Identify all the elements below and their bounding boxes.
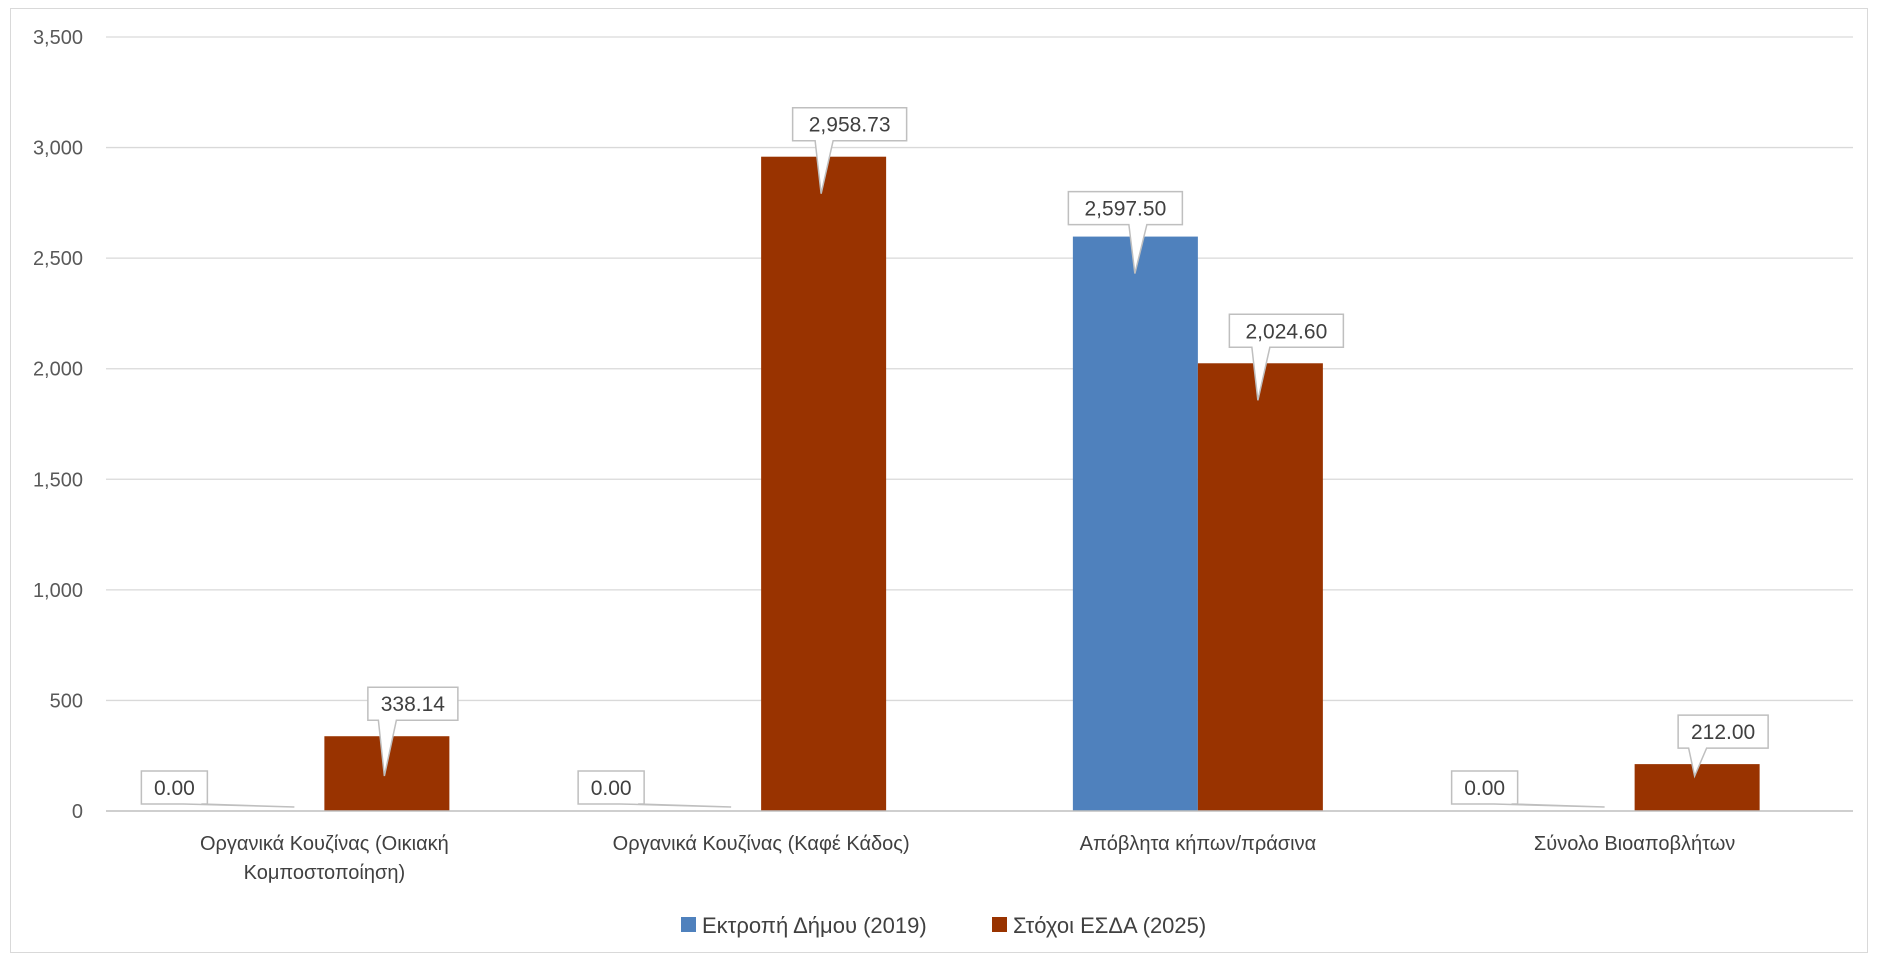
- y-tick-label: 2,500: [33, 248, 83, 270]
- data-label: 212.00: [1691, 721, 1755, 744]
- data-label: 338.14: [381, 693, 446, 716]
- x-tick-label: Απόβλητα κήπων/πράσινα: [1080, 833, 1317, 855]
- data-label-callout: [140, 770, 295, 808]
- data-label: 0.00: [591, 777, 632, 800]
- bar: [1072, 236, 1198, 811]
- data-label: 0.00: [154, 777, 195, 800]
- data-label-callout: [1677, 714, 1769, 779]
- x-tick-label: Οργανικά Κουζίνας (Καφέ Κάδος): [613, 833, 910, 855]
- data-label-callout: [1228, 313, 1345, 401]
- x-tick-label: Οργανικά Κουζίνας (Οικιακή: [200, 833, 449, 855]
- legend-label: Στόχοι ΕΣΔΑ (2025): [1013, 913, 1206, 938]
- legend-label: Εκτροπή Δήμου (2019): [702, 913, 927, 938]
- x-tick-label: Κομποστοποίηση): [244, 862, 406, 884]
- y-tick-label: 500: [50, 690, 83, 712]
- data-label-callout: [577, 770, 732, 808]
- data-label: 2,024.60: [1246, 320, 1328, 343]
- y-tick-label: 0: [72, 801, 83, 823]
- y-tick-label: 3,000: [33, 138, 83, 160]
- data-label-callout: [1067, 190, 1184, 274]
- chart-frame: [10, 8, 1868, 953]
- y-tick-label: 3,500: [33, 27, 83, 49]
- y-tick-label: 1,500: [33, 469, 83, 491]
- data-label-callout: [1450, 770, 1605, 808]
- bar: [761, 156, 887, 811]
- data-label: 2,597.50: [1085, 198, 1167, 221]
- legend-swatch: [992, 917, 1007, 932]
- data-label: 0.00: [1464, 777, 1505, 800]
- data-label-callout: [791, 106, 908, 194]
- y-tick-label: 2,000: [33, 359, 83, 381]
- data-label-callout: [367, 686, 459, 777]
- legend-swatch: [681, 917, 696, 932]
- x-tick-label: Σύνολο Βιοαποβλήτων: [1534, 833, 1735, 855]
- bar: [1197, 363, 1323, 811]
- data-label: 2,958.73: [809, 114, 891, 137]
- y-tick-label: 1,000: [33, 580, 83, 602]
